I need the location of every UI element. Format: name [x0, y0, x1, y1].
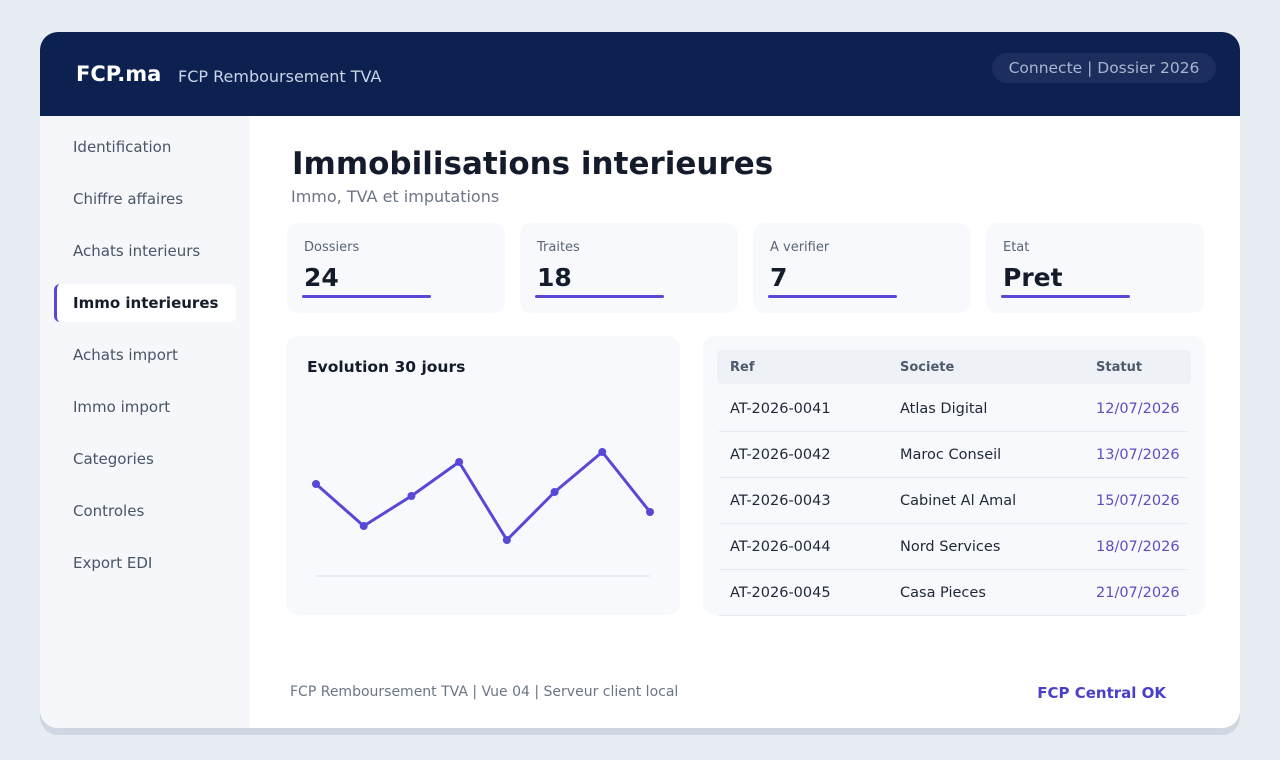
stat-card-etat: Etat Pret — [986, 223, 1204, 313]
cell-societe: Nord Services — [900, 539, 1001, 555]
sidebar-item-label: Categories — [73, 450, 154, 468]
line-chart — [312, 448, 654, 577]
column-header-statut[interactable]: Statut — [1096, 360, 1143, 375]
footer-server-status: FCP Central OK — [1037, 684, 1166, 702]
table-row[interactable]: AT-2026-0045 Casa Pieces 21/07/2026 — [719, 570, 1187, 616]
cell-statut: 15/07/2026 — [1096, 493, 1180, 509]
stat-card-dossiers: Dossiers 24 — [287, 223, 505, 313]
chart-title: Evolution 30 jours — [307, 358, 466, 376]
dossiers-table: Ref Societe Statut AT-2026-0041 Atlas Di… — [703, 336, 1205, 616]
brand-logo[interactable]: FCP.ma — [76, 62, 162, 86]
table-row[interactable]: AT-2026-0043 Cabinet Al Amal 15/07/2026 — [719, 478, 1187, 524]
stat-accent-bar — [1001, 295, 1130, 298]
connection-status-badge: Connecte | Dossier 2026 — [992, 53, 1216, 83]
top-bar: FCP.ma FCP Remboursement TVA Connecte | … — [40, 32, 1240, 116]
cell-ref: AT-2026-0041 — [730, 401, 831, 417]
stat-label: Dossiers — [304, 240, 360, 255]
stat-accent-bar — [768, 295, 897, 298]
table-row[interactable]: AT-2026-0044 Nord Services 18/07/2026 — [719, 524, 1187, 570]
column-header-societe[interactable]: Societe — [900, 360, 955, 375]
cell-ref: AT-2026-0043 — [730, 493, 831, 509]
chart-point[interactable] — [646, 508, 654, 516]
stat-value: 18 — [537, 263, 572, 292]
app-window: FCP.ma FCP Remboursement TVA Connecte | … — [40, 32, 1240, 728]
stat-label: A verifier — [770, 240, 830, 255]
cell-societe: Cabinet Al Amal — [900, 493, 1017, 509]
stat-label: Traites — [537, 240, 580, 255]
chart-series-line — [315, 450, 652, 542]
sidebar-item-chiffre-affaires[interactable]: Chiffre affaires — [54, 180, 236, 218]
cell-societe: Casa Pieces — [900, 585, 986, 601]
chart-point[interactable] — [359, 522, 368, 530]
sidebar-item-export-edi[interactable]: Export EDI — [54, 544, 236, 582]
cell-ref: AT-2026-0045 — [730, 585, 831, 601]
chart-point[interactable] — [407, 492, 416, 500]
page-title: Immobilisations interieures — [292, 146, 774, 182]
footer-info: FCP Remboursement TVA | Vue 04 | Serveur… — [290, 684, 679, 700]
sidebar-item-label: Controles — [73, 502, 145, 520]
cell-societe: Atlas Digital — [900, 401, 988, 417]
cell-statut: 21/07/2026 — [1096, 585, 1180, 601]
sidebar-item-categories[interactable]: Categories — [54, 440, 236, 478]
chart-point[interactable] — [550, 488, 559, 496]
stat-card-a-verifier: A verifier 7 — [753, 223, 971, 313]
sidebar-item-label: Chiffre affaires — [73, 190, 184, 208]
stat-value: 24 — [304, 263, 339, 292]
main-content: Immobilisations interieures Immo, TVA et… — [250, 116, 1240, 728]
sidebar: Identification Chiffre affaires Achats i… — [40, 116, 250, 728]
cell-statut: 13/07/2026 — [1096, 447, 1180, 463]
evolution-chart-card: Evolution 30 jours — [286, 336, 680, 615]
sidebar-item-achats-interieurs[interactable]: Achats interieurs — [54, 232, 236, 270]
sidebar-item-label: Achats import — [73, 346, 178, 364]
chart-point[interactable] — [312, 480, 320, 488]
sidebar-item-label: Immo import — [73, 398, 171, 416]
stat-accent-bar — [302, 295, 431, 298]
chart-point[interactable] — [502, 536, 511, 544]
app-title: FCP Remboursement TVA — [178, 67, 382, 86]
chart-point[interactable] — [455, 458, 464, 466]
sidebar-item-controles[interactable]: Controles — [54, 492, 236, 530]
page-subtitle: Immo, TVA et imputations — [291, 187, 500, 206]
stat-value: Pret — [1003, 263, 1063, 292]
stat-value: 7 — [770, 263, 788, 292]
sidebar-item-label: Immo interieures — [73, 294, 219, 312]
sidebar-item-immo-interieures[interactable]: Immo interieures — [54, 284, 236, 322]
cell-statut: 18/07/2026 — [1096, 539, 1180, 555]
sidebar-item-achats-import[interactable]: Achats import — [54, 336, 236, 374]
stat-card-traites: Traites 18 — [520, 223, 738, 313]
column-header-ref[interactable]: Ref — [730, 360, 755, 375]
stat-accent-bar — [535, 295, 664, 298]
sidebar-item-label: Identification — [73, 138, 172, 156]
cell-ref: AT-2026-0044 — [730, 539, 831, 555]
chart-point[interactable] — [598, 448, 607, 456]
table-row[interactable]: AT-2026-0041 Atlas Digital 12/07/2026 — [719, 386, 1187, 432]
sidebar-item-label: Export EDI — [73, 554, 153, 572]
stat-label: Etat — [1003, 240, 1030, 255]
cell-statut: 12/07/2026 — [1096, 401, 1180, 417]
cell-societe: Maroc Conseil — [900, 447, 1002, 463]
sidebar-item-immo-import[interactable]: Immo import — [54, 388, 236, 426]
table-row[interactable]: AT-2026-0042 Maroc Conseil 13/07/2026 — [719, 432, 1187, 478]
sidebar-item-label: Achats interieurs — [73, 242, 201, 260]
table-header: Ref Societe Statut — [717, 350, 1191, 384]
sidebar-item-identification[interactable]: Identification — [54, 128, 236, 166]
cell-ref: AT-2026-0042 — [730, 447, 831, 463]
